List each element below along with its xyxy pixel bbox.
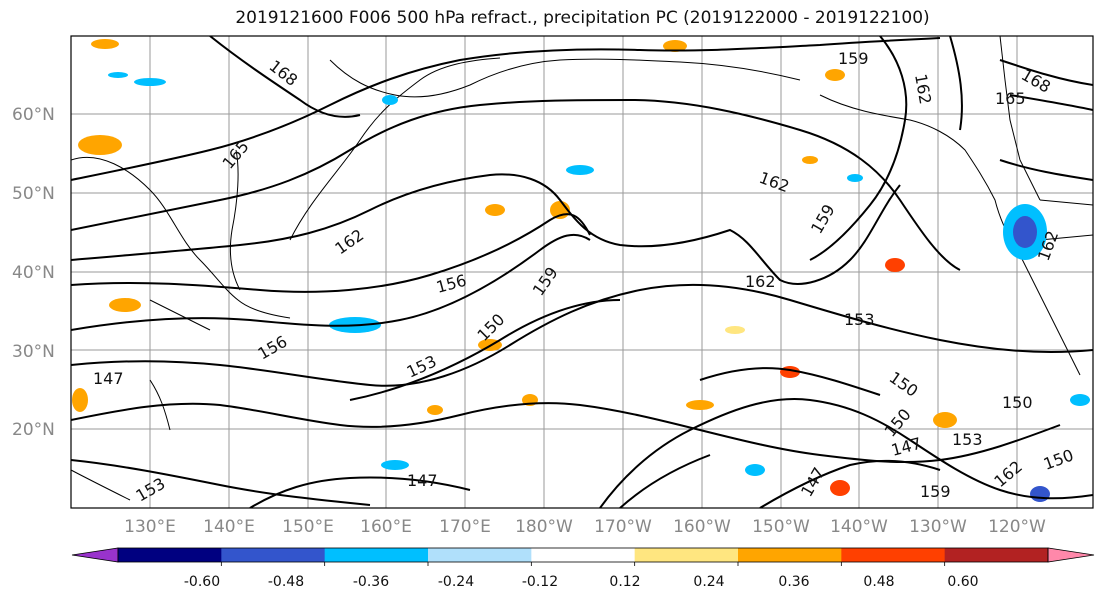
colorbar-tick-label: -0.24 [438,574,474,590]
lon-label: 160°W [673,517,731,537]
contour-label: 147 [93,369,124,388]
contour-label: 159 [920,482,951,501]
contour-label: 165 [995,89,1026,108]
colorbar-segment [634,548,739,562]
contour-label: 150 [1002,393,1033,412]
colorbar-segment [841,548,946,562]
latitude-labels: 60°N 50°N 40°N 30°N 20°N [12,105,55,440]
lon-label: 140°E [203,517,255,537]
colorbar-tick-label: 0.48 [863,574,894,590]
colorbar-tick-label: 0.60 [947,574,978,590]
colorbar-tick-label: -0.48 [268,574,304,590]
colorbar-tick-label: -0.36 [353,574,389,590]
colorbar-tick-label: 0.24 [693,574,724,590]
lat-label: 40°N [12,263,55,283]
contour-label: 147 [407,471,438,490]
colorbar [71,547,1095,566]
lat-label: 20°N [12,420,55,440]
colorbar-segment [324,548,429,562]
lat-label: 50°N [12,184,55,204]
colorbar-tick-label: -0.60 [184,574,220,590]
colorbar-extend-high [1047,547,1095,563]
colorbar-segment [944,548,1049,562]
refractivity-contours [71,36,1093,508]
colorbar-segment [531,548,636,562]
lon-label: 150°E [282,517,334,537]
map-border [70,35,1094,509]
colorbar-segment [118,548,222,562]
colorbar-tick-label: 0.12 [609,574,640,590]
lon-label: 160°E [360,517,412,537]
graticule [71,36,1093,508]
lat-label: 30°N [12,342,55,362]
contour-label: 153 [844,310,875,329]
contour-label: 159 [838,49,869,68]
colorbar-segment [428,548,532,562]
lon-label: 170°W [594,517,652,537]
colorbar-extend-low [71,547,119,563]
colorbar-segment [738,548,842,562]
lat-label: 60°N [12,105,55,125]
lon-label: 120°W [988,517,1046,537]
longitude-labels: 130°E 140°E 150°E 160°E 170°E 180°W 170°… [124,517,1046,537]
colorbar-tick-label: -0.12 [522,574,558,590]
lon-label: 130°E [124,517,176,537]
contour-label: 153 [952,430,983,449]
contour-label: 162 [745,272,776,291]
colorbar-ticks: -0.60 -0.48 -0.36 -0.24 -0.12 0.12 0.24 … [184,574,979,590]
colorbar-tick-label: 0.36 [778,574,809,590]
colorbar-segment [221,548,326,562]
lon-label: 150°W [752,517,810,537]
lon-label: 170°E [439,517,491,537]
map-title: 2019121600 F006 500 hPa refract., precip… [235,8,930,28]
lon-label: 140°W [830,517,888,537]
colorbar-border [117,547,1049,563]
lon-label: 130°W [909,517,967,537]
lon-label: 180°W [515,517,573,537]
